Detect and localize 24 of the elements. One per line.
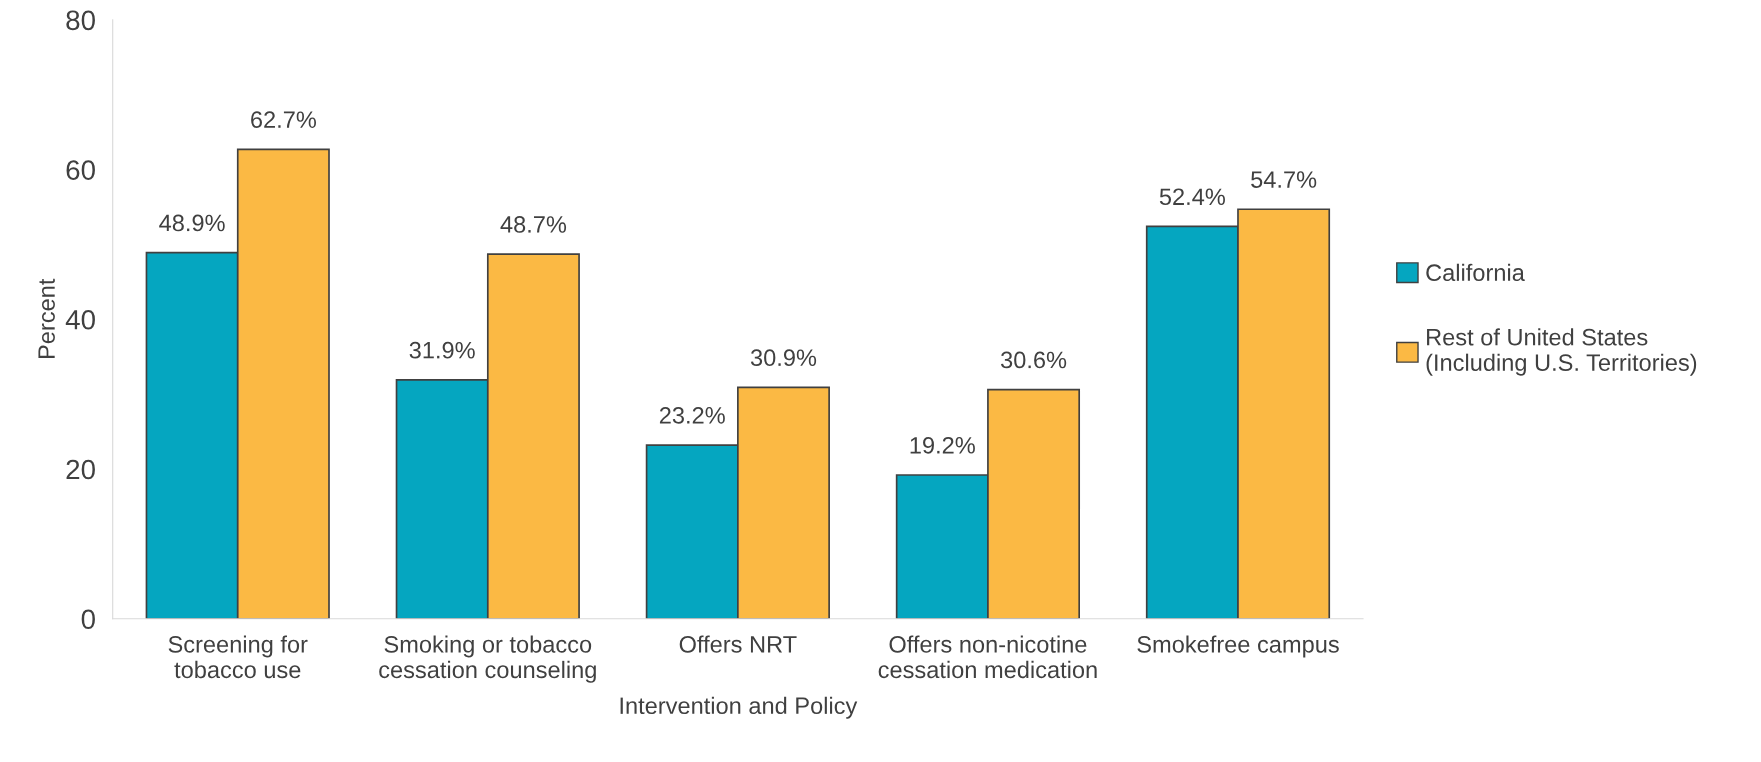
y-tick-label: 40 bbox=[65, 309, 95, 330]
y-axis-title: Percent bbox=[38, 278, 55, 359]
data-label: 30.9% bbox=[750, 349, 817, 367]
x-tick-label: Screening for tobacco use bbox=[168, 635, 308, 679]
data-label: 52.4% bbox=[1159, 188, 1225, 206]
data-label: 48.9% bbox=[159, 214, 225, 232]
x-tick-label: Offers NRT bbox=[679, 635, 797, 653]
data-label: 23.2% bbox=[659, 407, 725, 424]
x-tick-label: Offers non-nicotine cessation medication bbox=[878, 635, 1097, 679]
y-tick-label: 60 bbox=[66, 160, 95, 180]
y-tick-label: 20 bbox=[66, 459, 95, 480]
data-label: 54.7% bbox=[1251, 171, 1317, 188]
data-label: 62.7% bbox=[251, 111, 317, 128]
data-label: 19.2% bbox=[910, 436, 975, 454]
legend-label: Rest of United States (Including U.S. Territories) bbox=[1426, 328, 1697, 376]
legend-label: California bbox=[1426, 263, 1525, 282]
data-label: 31.9% bbox=[409, 341, 475, 359]
y-tick-label: 80 bbox=[66, 10, 95, 31]
data-label: 48.7% bbox=[500, 216, 567, 233]
y-tick-label: 0 bbox=[81, 609, 95, 630]
x-tick-label: Smokefree campus bbox=[1137, 635, 1339, 658]
x-axis-title: Intervention and Policy bbox=[620, 696, 858, 719]
data-label: 30.6% bbox=[1000, 351, 1067, 369]
x-tick-label: Smoking or tobacco cessation counseling bbox=[379, 635, 596, 683]
